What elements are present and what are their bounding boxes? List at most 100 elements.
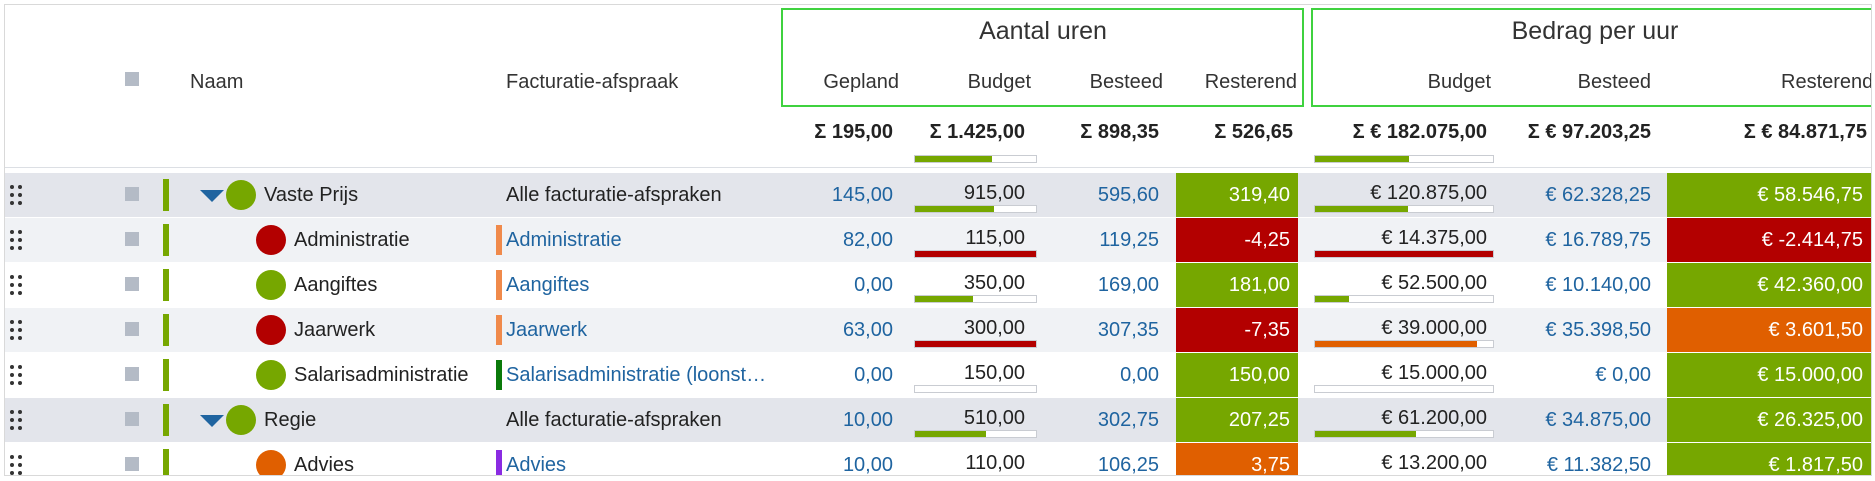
remaining-hours: 207,25 [1176, 398, 1298, 442]
drag-handle-icon[interactable] [9, 218, 31, 262]
billing-color-marker [496, 360, 502, 390]
row-checkbox[interactable] [125, 277, 139, 291]
total-rate-budget-progress [1314, 155, 1494, 163]
budget-hours-progress [914, 430, 1037, 438]
row-checkbox[interactable] [125, 367, 139, 381]
spent-hours[interactable]: 106,25 [1097, 454, 1159, 476]
rate-spent[interactable]: € 34.875,00 [1545, 409, 1651, 431]
rate-budget: € 61.200,00 [1381, 407, 1487, 429]
total-remaining: Σ 526,65 [1214, 121, 1293, 143]
status-dot [226, 405, 256, 435]
spent-hours[interactable]: 302,75 [1097, 409, 1159, 431]
billing-agreement-link[interactable]: Administratie [506, 229, 622, 251]
spent-hours[interactable]: 595,60 [1097, 184, 1159, 206]
rate-budget-progress [1314, 205, 1494, 213]
rate-spent[interactable]: € 11.382,50 [1546, 454, 1651, 476]
row-group-marker [163, 314, 169, 346]
select-all-checkbox[interactable] [125, 72, 139, 86]
planned-hours[interactable]: 0,00 [854, 274, 893, 296]
row-checkbox[interactable] [125, 457, 139, 471]
column-header-rate-budget[interactable]: Budget [1427, 71, 1491, 93]
drag-handle-icon[interactable] [9, 173, 31, 217]
status-dot [256, 315, 286, 345]
drag-handle-icon[interactable] [9, 443, 31, 475]
table-row[interactable]: Aangiftes Aangiftes 0,00 350,00 169,00 181,00… [5, 263, 1871, 307]
spent-hours[interactable]: 119,25 [1099, 229, 1159, 251]
planned-hours[interactable]: 10,00 [842, 409, 893, 431]
column-header-rate-spent[interactable]: Besteed [1577, 71, 1651, 93]
row-checkbox[interactable] [125, 322, 139, 336]
drag-handle-icon[interactable] [9, 398, 31, 442]
rate-budget-progress [1314, 385, 1494, 393]
rate-spent[interactable]: € 35.398,50 [1545, 319, 1651, 341]
row-group-marker [163, 359, 169, 391]
budget-hours: 150,00 [963, 362, 1025, 384]
budget-hours-progress [914, 250, 1037, 258]
table-row[interactable]: Salarisadministratie Salarisadministratie… [5, 353, 1871, 397]
spent-hours[interactable]: 0,00 [1120, 364, 1159, 386]
budget-hours-progress [914, 205, 1037, 213]
row-name[interactable]: Vaste Prijs [264, 184, 359, 206]
row-name: Aangiftes [294, 274, 378, 296]
rate-spent[interactable]: € 0,00 [1595, 364, 1651, 386]
rate-remaining: € 26.325,00 [1667, 398, 1871, 442]
row-checkbox[interactable] [125, 187, 139, 201]
column-header-billing[interactable]: Facturatie-afspraak [506, 71, 679, 93]
planned-hours[interactable]: 63,00 [842, 319, 893, 341]
status-dot [256, 270, 286, 300]
row-checkbox[interactable] [125, 412, 139, 426]
drag-handle-icon[interactable] [9, 308, 31, 352]
column-header-name[interactable]: Naam [190, 71, 244, 93]
billing-agreement-link[interactable]: Jaarwerk [506, 319, 588, 341]
column-header-rate-remaining[interactable]: Resterend [1781, 71, 1872, 93]
column-header-spent[interactable]: Besteed [1089, 71, 1163, 93]
row-group-marker [163, 179, 169, 211]
planned-hours[interactable]: 10,00 [842, 454, 893, 476]
rate-remaining: € 3.601,50 [1667, 308, 1871, 352]
table-row[interactable]: Administratie Administratie 82,00 115,00 119… [5, 218, 1871, 262]
spent-hours[interactable]: 307,35 [1097, 319, 1159, 341]
rate-spent[interactable]: € 10.140,00 [1545, 274, 1651, 296]
rate-budget-progress [1314, 295, 1494, 303]
column-header-remaining[interactable]: Resterend [1204, 71, 1297, 93]
spent-hours[interactable]: 169,00 [1097, 274, 1159, 296]
column-header-planned[interactable]: Gepland [823, 71, 899, 93]
budget-grid: Aantal uren Bedrag per uur Naam Facturat… [4, 4, 1872, 476]
planned-hours[interactable]: 145,00 [831, 184, 893, 206]
billing-agreement: Alle facturatie-afspraken [506, 409, 722, 431]
row-group-marker [163, 404, 169, 436]
table-row[interactable]: Advies Advies 10,00 110,00 106,25 3,75 € 13.20… [5, 443, 1871, 476]
rate-budget-progress [1314, 430, 1494, 438]
column-header-budget[interactable]: Budget [967, 71, 1031, 93]
group-row[interactable]: Regie Alle facturatie-afspraken 10,00 510,0… [5, 398, 1871, 442]
billing-agreement-link[interactable]: Aangiftes [506, 274, 590, 296]
budget-hours: 115,00 [965, 227, 1025, 249]
drag-handle-icon[interactable] [9, 353, 31, 397]
planned-hours[interactable]: 82,00 [842, 229, 893, 251]
status-dot [256, 360, 286, 390]
drag-handle-icon[interactable] [9, 263, 31, 307]
rate-spent[interactable]: € 16.789,75 [1545, 229, 1651, 251]
rate-budget: € 13.200,00 [1381, 452, 1487, 474]
budget-hours: 915,00 [963, 182, 1025, 204]
billing-agreement-link[interactable]: Advies [506, 454, 567, 476]
row-checkbox[interactable] [125, 232, 139, 246]
collapse-toggle-icon[interactable] [200, 190, 224, 202]
collapse-toggle-icon[interactable] [200, 415, 224, 427]
table-row[interactable]: Jaarwerk Jaarwerk 63,00 300,00 307,35 -7,35 € … [5, 308, 1871, 352]
billing-color-marker [496, 270, 502, 300]
rate-budget-progress [1314, 250, 1494, 258]
planned-hours[interactable]: 0,00 [854, 364, 893, 386]
group-row[interactable]: Vaste Prijs Alle facturatie-afspraken 145,… [5, 173, 1871, 217]
rate-spent[interactable]: € 62.328,25 [1545, 184, 1651, 206]
billing-color-marker [496, 225, 502, 255]
group-header-rate: Bedrag per uur [1511, 17, 1679, 45]
rate-remaining: € 1.817,50 [1667, 443, 1871, 475]
header-divider [5, 167, 1871, 168]
rate-budget: € 15.000,00 [1381, 362, 1487, 384]
billing-agreement-link[interactable]: Salarisadministratie (loonst… [506, 364, 767, 386]
total-spent: Σ 898,35 [1080, 121, 1159, 143]
budget-hours: 110,00 [965, 452, 1025, 474]
row-name[interactable]: Regie [264, 409, 317, 431]
highlight-rate-group [1311, 8, 1871, 107]
